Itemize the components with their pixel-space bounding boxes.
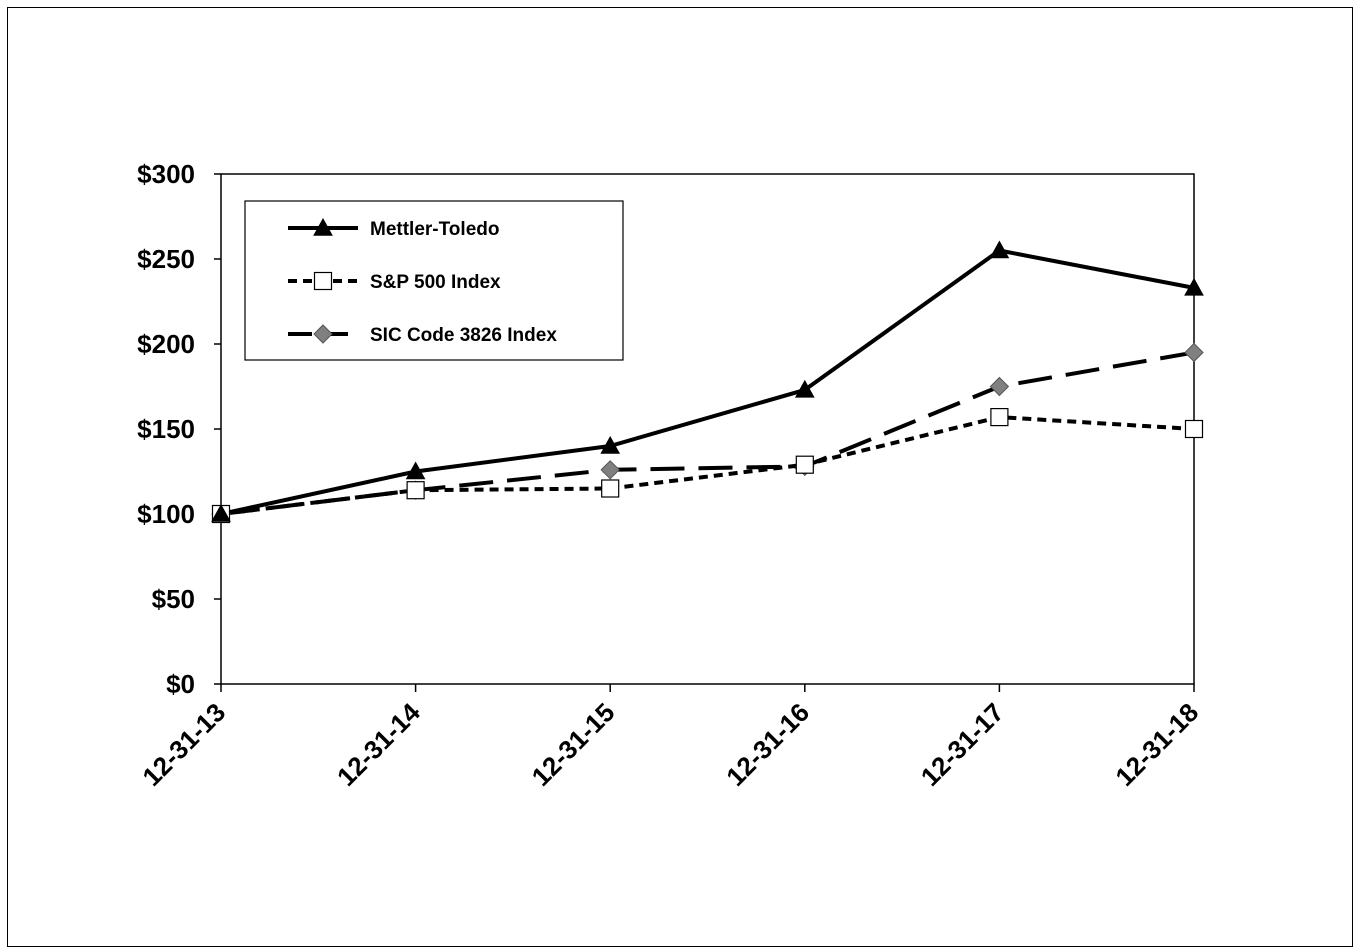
legend-marker	[313, 217, 333, 236]
series-2-point	[1184, 342, 1204, 363]
y-tick-label: $50	[152, 584, 195, 614]
y-tick-label: $0	[166, 669, 195, 699]
x-tick-label: 12-31-18	[1109, 697, 1204, 792]
y-tick-label: $100	[137, 499, 195, 529]
series-0-point	[1184, 277, 1204, 296]
y-axis: $0 $50 $100 $150 $200 $250 $300	[137, 159, 221, 699]
legend-marker	[313, 271, 333, 291]
series-0-point	[211, 503, 231, 522]
line-chart: $0$50$100$150$200$250$300 12-31-13 12-31-…	[136, 159, 1204, 792]
x-tick-label: 12-31-17	[915, 697, 1010, 792]
series-0-point	[794, 379, 815, 398]
y-tick-label: $200	[137, 329, 195, 359]
x-tick-label: 12-31-14	[331, 697, 426, 792]
series-1-point	[795, 455, 814, 474]
chart-frame: $0 $50 $100 $150 $200 $250 $300 12-31-13 12-31-…	[7, 7, 1353, 947]
x-tick-label: 12-31-16	[720, 697, 815, 792]
series-1-point	[601, 479, 620, 498]
y-tick-label: $150	[137, 414, 195, 444]
series-line-1	[220, 415, 1195, 516]
series-1-point	[1184, 419, 1204, 439]
x-tick-label: 12-31-13	[136, 697, 231, 792]
series-line-2	[220, 350, 1195, 516]
legend-label: S&P 500 Index	[370, 272, 501, 293]
series-0-point	[989, 240, 1010, 259]
series-2-point	[600, 460, 620, 480]
legend: Mettler-Toledo S&P 500 Index SIC Code 3826…	[244, 200, 624, 361]
x-tick-label: 12-31-15	[526, 697, 621, 792]
series-1-point	[990, 408, 1009, 427]
series-2-point	[989, 376, 1010, 397]
legend-label: Mettler-Toledo	[370, 219, 499, 240]
series-0-point	[405, 461, 426, 480]
legend-marker	[313, 324, 333, 344]
series-0-point	[600, 435, 621, 454]
x-axis: 12-31-13 12-31-14 12-31-15 12-31-16 12-31-17…	[136, 684, 1204, 792]
y-tick-label: $300	[137, 159, 195, 189]
series-1-point	[406, 481, 425, 500]
series-line-0	[220, 248, 1195, 516]
y-tick-label: $250	[137, 244, 195, 274]
series-layer	[211, 240, 1204, 524]
legend-label: SIC Code 3826 Index	[370, 325, 557, 346]
